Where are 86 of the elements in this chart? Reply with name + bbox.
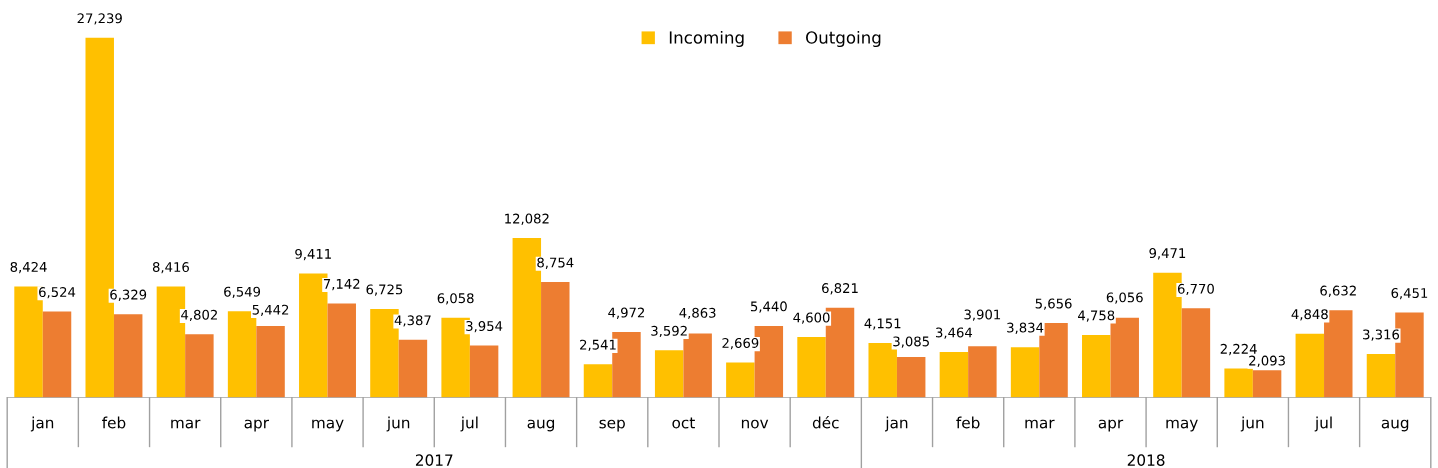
legend-label: Outgoing [806,30,881,48]
bar [256,325,285,398]
data-label: 12,082 [505,213,549,225]
data-label: 2,093 [1249,355,1285,367]
data-label: 5,440 [750,301,787,313]
data-label: 6,770 [1177,283,1214,296]
x-tick-label: aug [527,419,555,432]
data-label: 3,085 [893,336,929,348]
data-label: 3,464 [936,327,973,339]
bar [398,339,428,398]
data-label: 4,151 [864,318,901,330]
x-tick-label: déc [812,416,839,429]
bar [1366,353,1396,398]
data-label: 9,471 [1149,248,1186,260]
x-tick-label: feb [956,416,980,429]
bar [726,362,755,398]
bar [583,364,613,398]
data-label: 8,416 [152,262,189,274]
x-tick-label: sep [599,419,625,432]
data-label: 3,592 [651,325,687,338]
bar [469,345,499,398]
data-label: 6,725 [366,284,403,296]
data-label: 4,848 [1291,309,1328,321]
data-label: 6,058 [437,293,474,305]
bar [1295,333,1325,398]
text: 2017 [415,454,453,466]
bar [185,334,214,398]
x-tick-label: oct [672,417,695,429]
x-tick-label: apr [1098,419,1124,432]
data-label: 6,549 [224,286,261,299]
text: 2018 [1127,454,1165,466]
data-label: 6,329 [110,289,147,301]
data-label: 5,442 [252,304,289,317]
data-label: 2,541 [580,339,616,352]
bar [797,337,826,398]
bar [654,350,684,398]
x-tick-label: apr [244,419,269,432]
x-tick-label: may [312,419,344,432]
x-tick-label: may [1166,419,1198,432]
data-label: 3,834 [1007,322,1044,334]
data-label: 9,411 [295,248,331,261]
x-tick-label: nov [741,419,769,429]
data-label: 4,600 [793,312,830,324]
x-tick-label: jun [1240,416,1264,432]
bar [1010,347,1040,398]
x-tick-label: feb [102,416,126,429]
x-tick-label: jun [386,416,410,432]
data-label: 4,802 [181,309,217,322]
bar [113,314,143,398]
data-label: 2,224 [1220,343,1257,356]
data-label: 3,901 [964,309,1001,321]
x-tick-label: jul [460,416,478,432]
bar [1224,368,1253,398]
bar [968,346,997,398]
data-label: 6,451 [1391,288,1428,300]
bar [1181,308,1211,398]
bar [42,311,72,398]
bar [939,352,969,398]
data-label: 7,142 [323,278,360,291]
data-label: 4,972 [608,307,645,319]
x-tick-label: jan [30,416,54,432]
data-label: 4,863 [679,307,716,320]
data-label: 6,524 [39,287,76,299]
data-label: 6,632 [1320,285,1356,297]
x-tick-label: jul [1314,416,1332,432]
x-tick-label: mar [171,419,201,429]
data-label: 2,669 [722,337,759,350]
data-label: 8,754 [537,257,574,269]
bar [1082,334,1111,398]
x-tick-label: jan [885,416,908,432]
x-tick-label: aug [1381,419,1409,432]
x-tick-label: mar [1025,419,1055,429]
data-label: 3,954 [466,321,503,333]
data-label: 4,758 [1078,310,1115,322]
bar [327,303,356,398]
data-label: 3,316 [1363,329,1400,341]
data-label: 8,424 [10,261,47,274]
data-label: 4,387 [394,315,431,327]
data-label: 6,821 [822,283,858,295]
bar [1252,370,1282,398]
legend-label: Incoming [669,30,744,48]
data-label: 27,239 [77,13,122,25]
data-label: 5,656 [1035,298,1072,310]
bar [896,357,926,398]
data-label: 6,056 [1106,292,1143,304]
bar [541,282,570,398]
